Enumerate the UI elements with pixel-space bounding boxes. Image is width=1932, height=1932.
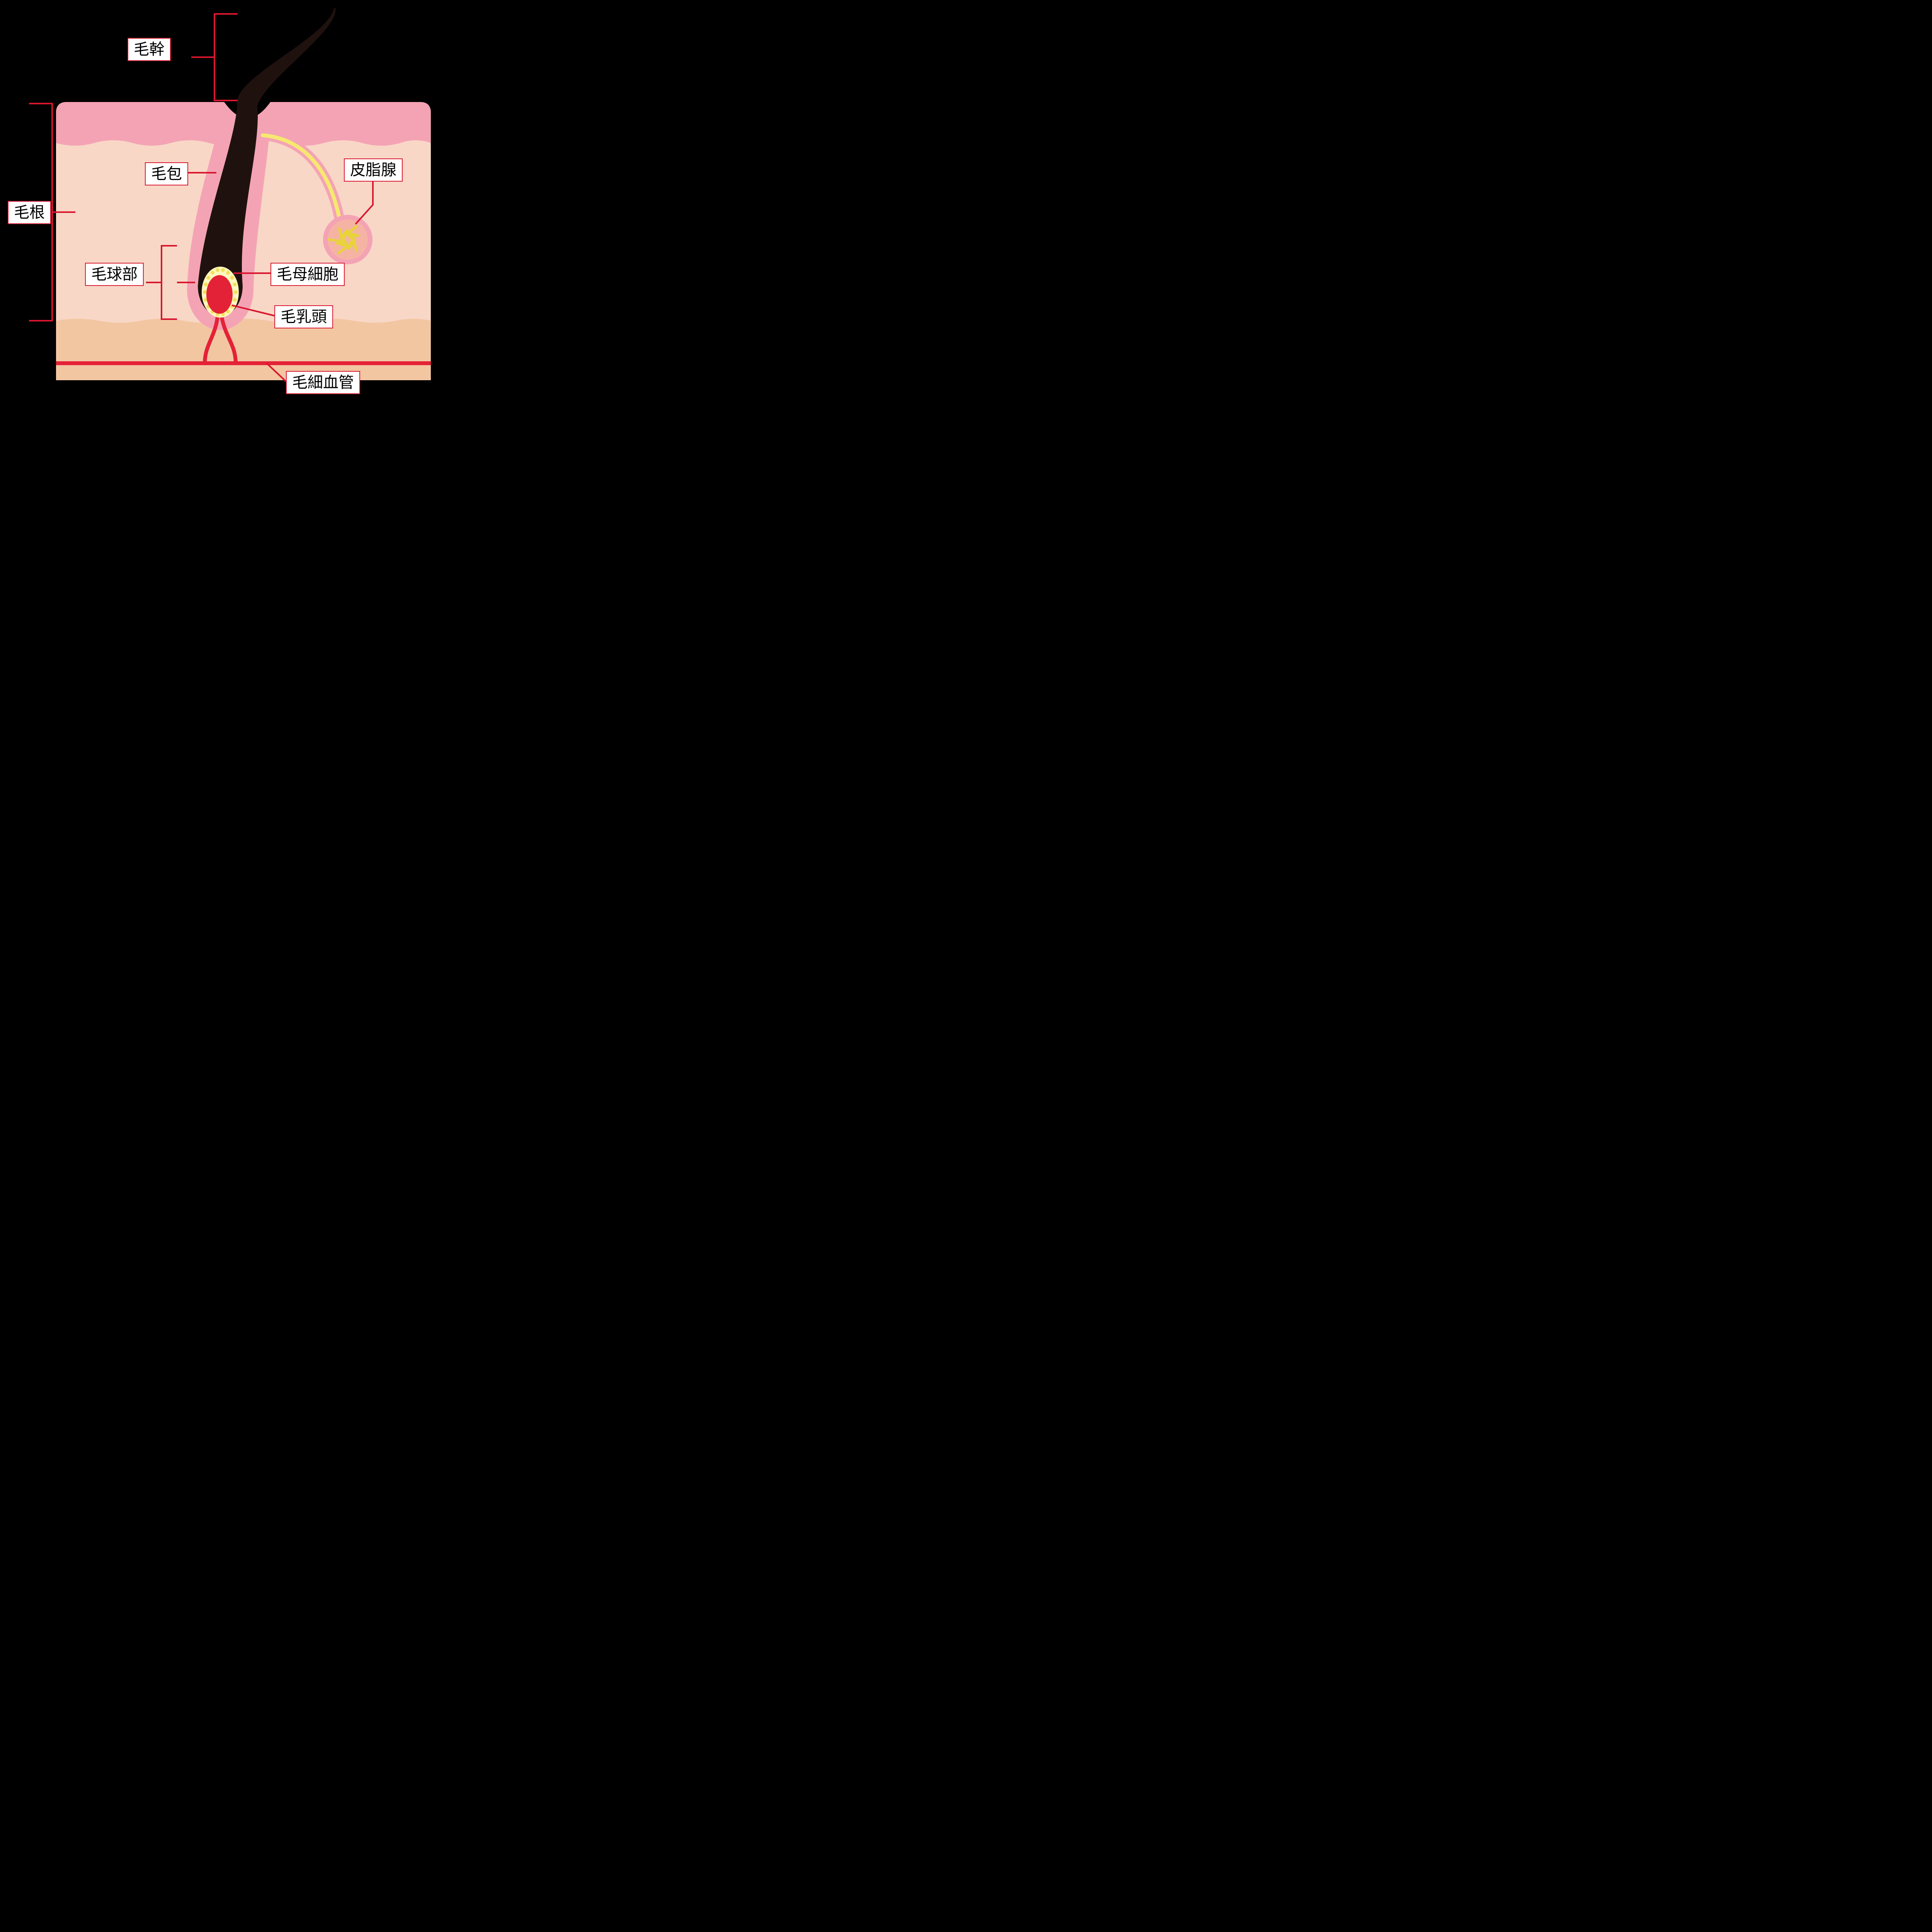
sebaceous-gland [328, 219, 368, 260]
label-hair-shaft: 毛幹 [128, 38, 171, 61]
label-matrix: 毛母細胞 [270, 263, 345, 286]
label-follicle: 毛包 [145, 162, 188, 185]
label-hair-root: 毛根 [8, 201, 51, 224]
diagram-svg [0, 0, 450, 400]
dermal-papilla [206, 275, 233, 314]
label-capillary: 毛細血管 [286, 371, 360, 394]
label-bulb: 毛球部 [85, 263, 144, 286]
label-sebaceous: 皮脂腺 [344, 158, 403, 182]
label-papilla: 毛乳頭 [274, 305, 333, 328]
hair-follicle-diagram: 毛幹毛根 毛包 皮脂腺毛球部 毛母細胞毛乳頭毛細血管 [0, 0, 450, 400]
